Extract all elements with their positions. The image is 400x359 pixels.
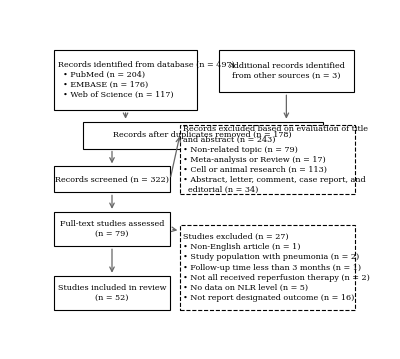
- Bar: [180, 125, 354, 194]
- Text: Additional records identified
from other sources (n = 3): Additional records identified from other…: [228, 62, 345, 80]
- Bar: [180, 225, 354, 310]
- Text: Records after duplicates removed (n = 178): Records after duplicates removed (n = 17…: [113, 131, 292, 139]
- Bar: [54, 276, 170, 310]
- Bar: [54, 166, 170, 192]
- Bar: [82, 122, 323, 149]
- Text: Records excluded based on evaluation of title
and abstract (n = 243)
• Non-relat: Records excluded based on evaluation of …: [183, 125, 368, 194]
- Text: Records screened (n = 322): Records screened (n = 322): [55, 175, 169, 183]
- Text: Records identified from database (n = 497)
  • PubMed (n = 204)
  • EMBASE (n = : Records identified from database (n = 49…: [58, 61, 234, 99]
- Bar: [54, 50, 197, 110]
- Text: Studies excluded (n = 27)
• Non-English article (n = 1)
• Study population with : Studies excluded (n = 27) • Non-English …: [183, 233, 370, 302]
- Text: Studies included in review
(n = 52): Studies included in review (n = 52): [58, 284, 166, 302]
- Bar: [54, 212, 170, 246]
- Bar: [219, 50, 354, 92]
- Text: Full-text studies assessed
(n = 79): Full-text studies assessed (n = 79): [60, 220, 164, 238]
